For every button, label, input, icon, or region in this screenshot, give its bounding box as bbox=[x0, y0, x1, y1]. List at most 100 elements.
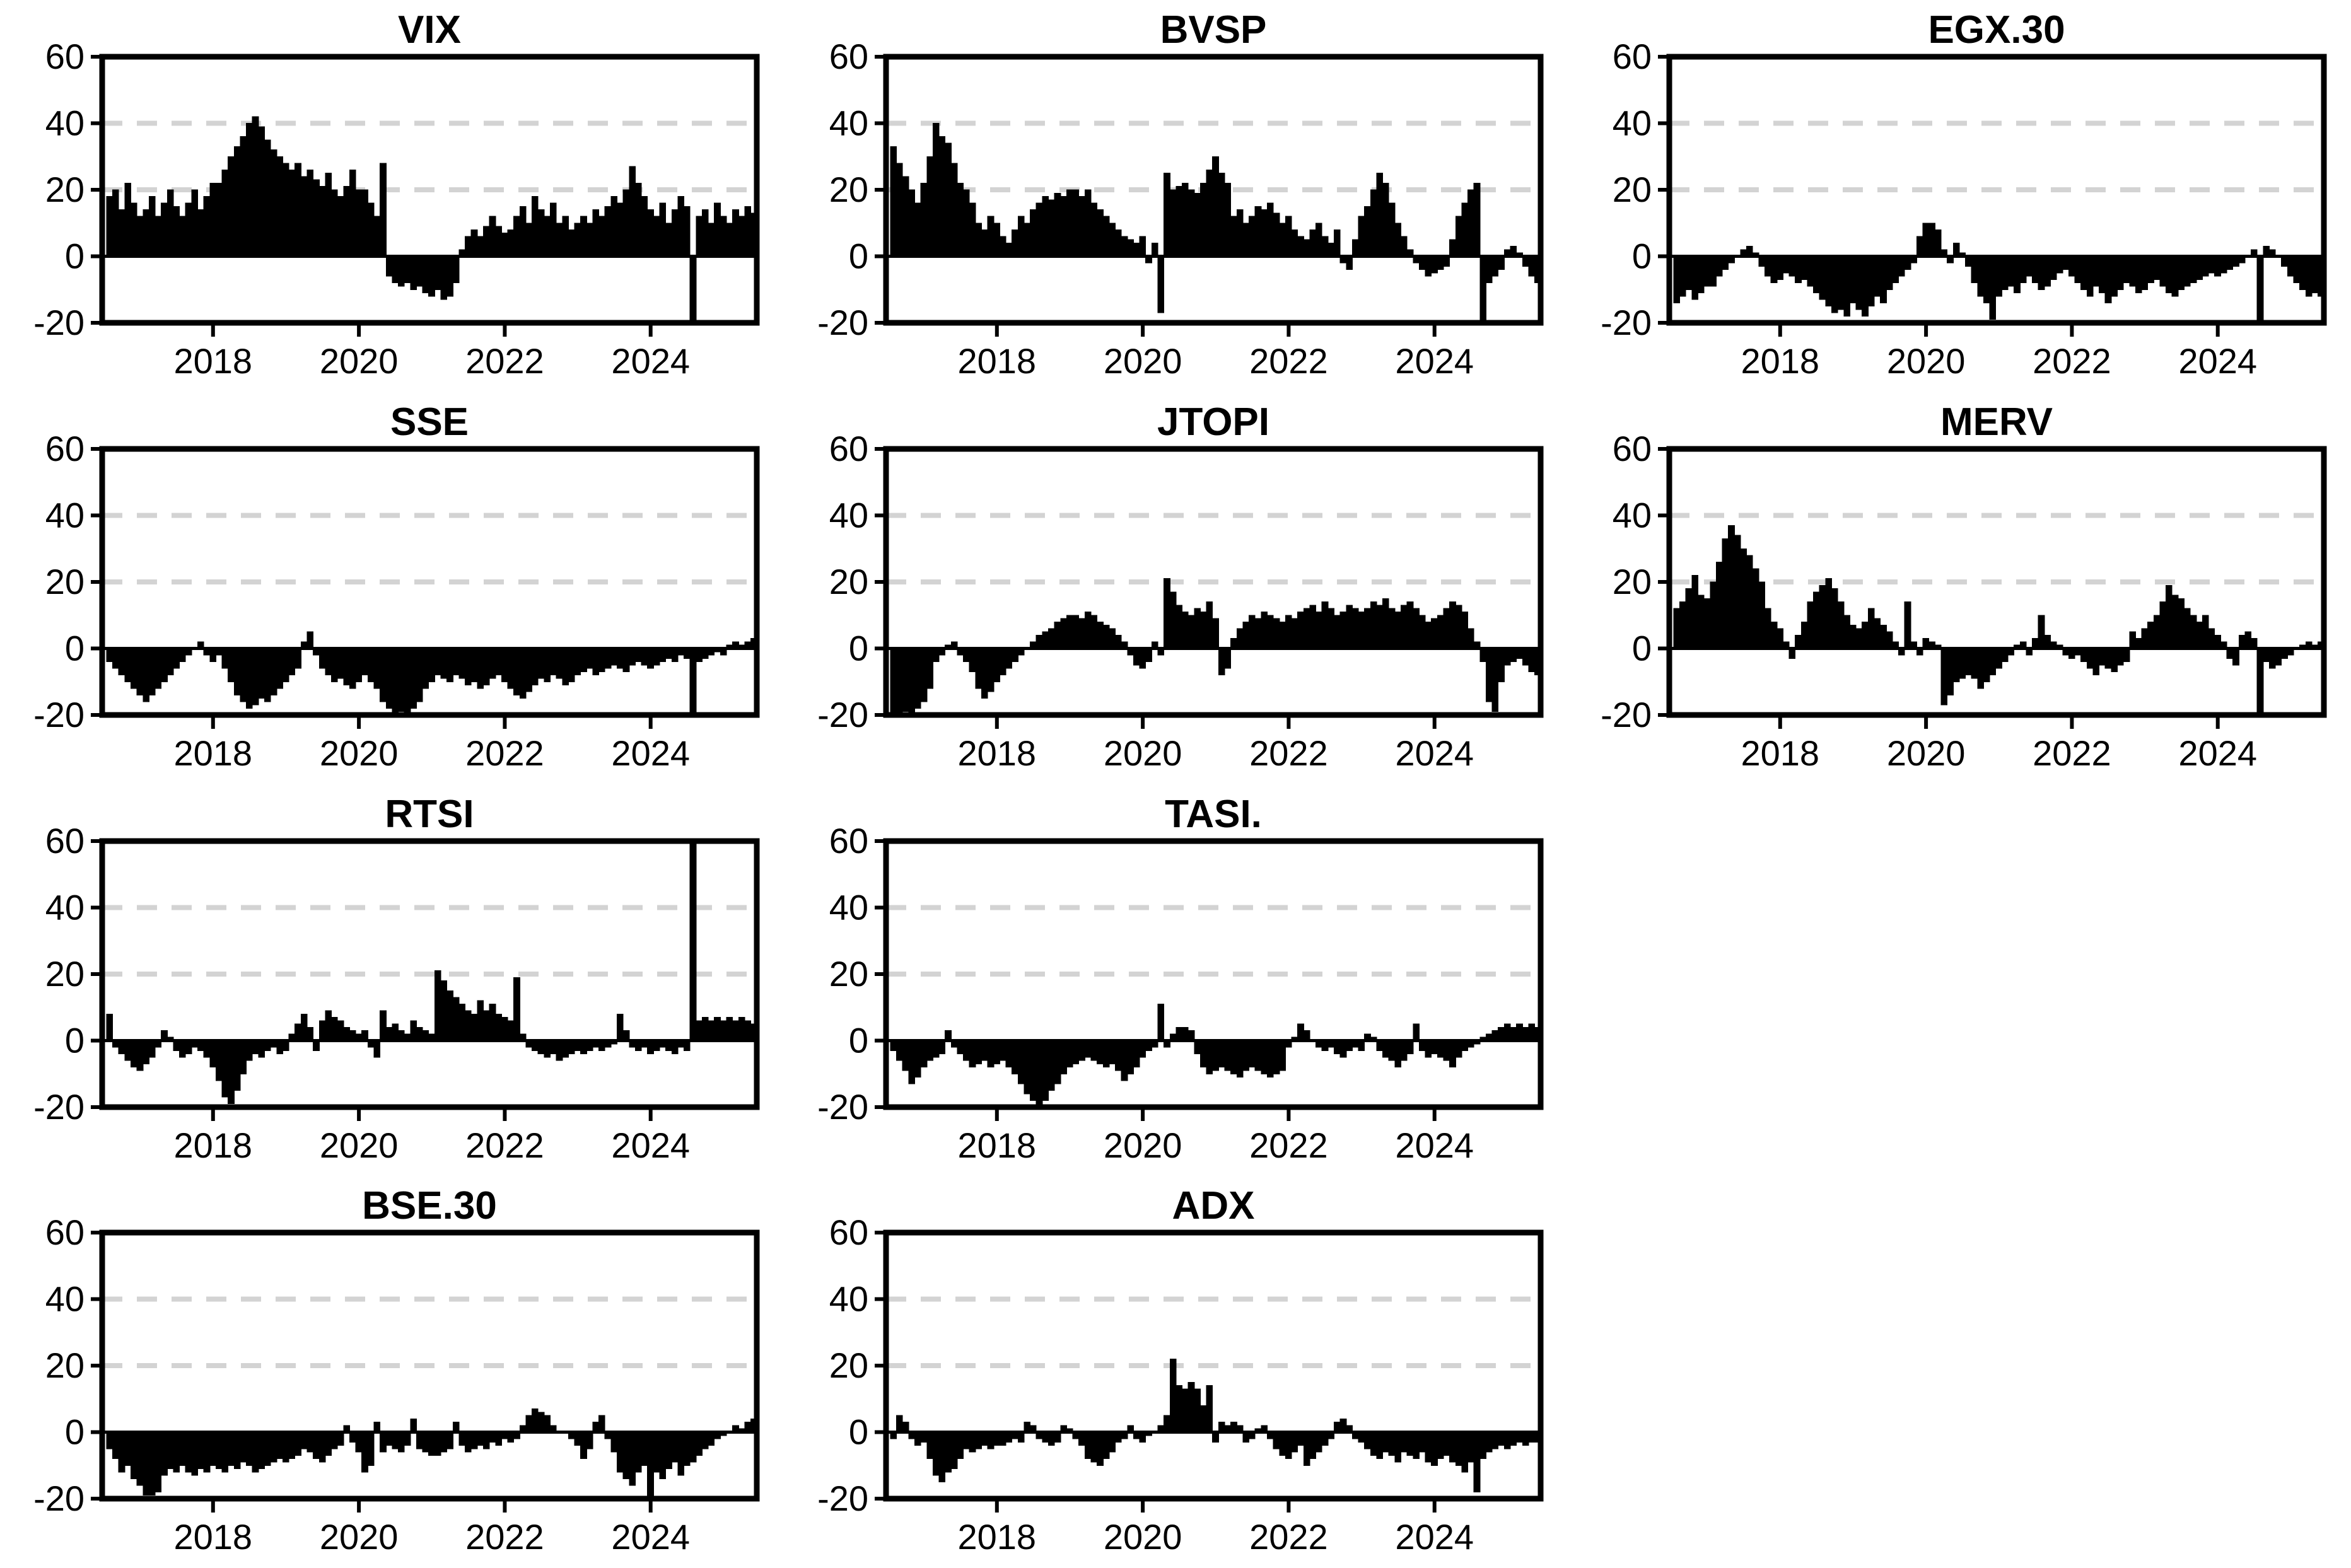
x-axis-label: 2018 bbox=[958, 733, 1037, 773]
y-axis-label: 0 bbox=[65, 629, 85, 668]
y-axis-label: 20 bbox=[45, 1345, 85, 1385]
y-axis-label: 60 bbox=[45, 37, 85, 76]
chart-title: RTSI bbox=[385, 793, 474, 836]
x-axis-label: 2020 bbox=[1104, 341, 1182, 381]
bars bbox=[106, 116, 757, 323]
bars bbox=[1673, 223, 2325, 323]
x-axis-label: 2024 bbox=[611, 1125, 690, 1165]
y-axis-label: 40 bbox=[829, 888, 868, 927]
y-axis-label: -20 bbox=[817, 303, 868, 342]
x-axis-label: 2024 bbox=[2178, 341, 2257, 381]
y-axis-label: 40 bbox=[45, 103, 85, 143]
chart-panel-vix: VIX 60 40 20 0 -20 2018 2020 2022 2024 bbox=[0, 0, 784, 392]
x-axis-label: 2020 bbox=[320, 1517, 399, 1557]
bars bbox=[890, 578, 1541, 716]
bars bbox=[106, 1408, 757, 1499]
y-axis-label: 0 bbox=[65, 1412, 85, 1452]
y-axis-label: -20 bbox=[33, 695, 85, 735]
y-axis-label: 40 bbox=[45, 888, 85, 927]
y-axis-label: 0 bbox=[1632, 236, 1652, 276]
x-axis-label: 2022 bbox=[465, 341, 544, 381]
chart-title: EGX.30 bbox=[1928, 8, 2065, 52]
y-axis-label: 60 bbox=[45, 429, 85, 468]
x-axis-label: 2024 bbox=[611, 733, 690, 773]
x-axis-label: 2020 bbox=[320, 1125, 399, 1165]
plot-area: VIX 60 40 20 0 -20 2018 2020 2022 2024 bbox=[33, 8, 760, 381]
chart-panel-adx: ADX 60 40 20 0 -20 2018 2020 2022 2024 bbox=[784, 1176, 1568, 1568]
plot-border bbox=[99, 838, 760, 1110]
x-axis-label: 2022 bbox=[465, 1125, 544, 1165]
x-axis-label: 2020 bbox=[1887, 341, 1966, 381]
plot-border bbox=[99, 446, 760, 718]
y-axis-label: 0 bbox=[849, 1021, 868, 1060]
x-axis-label: 2022 bbox=[2033, 733, 2111, 773]
x-axis-label: 2022 bbox=[1249, 341, 1328, 381]
x-axis-label: 2020 bbox=[1887, 733, 1966, 773]
plot-border bbox=[1666, 446, 2327, 718]
x-axis-label: 2018 bbox=[174, 1517, 253, 1557]
chart-title: TASI. bbox=[1165, 793, 1262, 836]
y-axis-label: 40 bbox=[45, 1279, 85, 1319]
y-axis-label: 0 bbox=[849, 1412, 868, 1452]
x-axis-label: 2024 bbox=[2178, 733, 2257, 773]
plot-border bbox=[99, 1229, 760, 1502]
plot-area: JTOPI 60 40 20 0 -20 2018 2020 2022 2024 bbox=[817, 400, 1544, 773]
y-axis-label: 40 bbox=[829, 103, 868, 143]
y-axis-label: 20 bbox=[829, 1345, 868, 1385]
chart-panel-rtsi: RTSI 60 40 20 0 -20 2018 2020 2022 2024 bbox=[0, 784, 784, 1176]
x-axis-label: 2018 bbox=[958, 341, 1037, 381]
plot-border bbox=[883, 446, 1544, 718]
y-axis-label: 20 bbox=[45, 562, 85, 601]
chart-panel-merv: MERV 60 40 20 0 -20 2018 2020 2022 2024 bbox=[1567, 392, 2351, 784]
chart-panel-egx-30: EGX.30 60 40 20 0 -20 2018 2020 2022 2024 bbox=[1567, 0, 2351, 392]
chart-panel-jtopi: JTOPI 60 40 20 0 -20 2018 2020 2022 2024 bbox=[784, 392, 1568, 784]
x-axis-label: 2018 bbox=[958, 1517, 1037, 1557]
plot-border bbox=[1666, 54, 2327, 326]
x-axis-label: 2018 bbox=[958, 1125, 1037, 1165]
y-axis-label: -20 bbox=[817, 695, 868, 735]
y-axis-label: 20 bbox=[45, 170, 85, 209]
x-axis-label: 2020 bbox=[1104, 1125, 1182, 1165]
x-axis-label: 2022 bbox=[465, 1517, 544, 1557]
chart-panel-bvsp: BVSP 60 40 20 0 -20 2018 2020 2022 2024 bbox=[784, 0, 1568, 392]
x-axis-label: 2024 bbox=[611, 341, 690, 381]
y-axis-label: 60 bbox=[829, 1212, 868, 1252]
x-axis-label: 2018 bbox=[174, 341, 253, 381]
y-axis-label: 20 bbox=[1613, 562, 1652, 601]
plot-area: MERV 60 40 20 0 -20 2018 2020 2022 2024 bbox=[1601, 400, 2327, 773]
x-axis-label: 2022 bbox=[1249, 733, 1328, 773]
y-axis-label: 60 bbox=[45, 821, 85, 861]
bars bbox=[106, 840, 757, 1105]
plot-area: EGX.30 60 40 20 0 -20 2018 2020 2022 2024 bbox=[1601, 8, 2327, 381]
y-axis-label: -20 bbox=[1601, 695, 1652, 735]
bars bbox=[106, 631, 757, 716]
y-axis-label: 20 bbox=[1613, 170, 1652, 209]
y-axis-label: 0 bbox=[65, 236, 85, 276]
chart-title: VIX bbox=[398, 8, 461, 52]
plot-border bbox=[99, 54, 760, 326]
y-axis-label: 60 bbox=[1613, 429, 1652, 468]
plot-area: ADX 60 40 20 0 -20 2018 2020 2022 2024 bbox=[817, 1184, 1544, 1557]
x-axis-label: 2022 bbox=[465, 733, 544, 773]
x-axis-label: 2022 bbox=[1249, 1517, 1328, 1557]
x-axis-label: 2022 bbox=[1249, 1125, 1328, 1165]
x-axis-label: 2022 bbox=[2033, 341, 2111, 381]
chart-title: BSE.30 bbox=[362, 1184, 497, 1228]
plot-border bbox=[883, 838, 1544, 1110]
y-axis-label: -20 bbox=[33, 1478, 85, 1518]
plot-border bbox=[883, 54, 1544, 326]
chart-title: SSE bbox=[390, 400, 469, 444]
plot-area: TASI. 60 40 20 0 -20 2018 2020 2022 2024 bbox=[817, 793, 1544, 1165]
chart-panel-bse-30: BSE.30 60 40 20 0 -20 2018 2020 2022 2024 bbox=[0, 1176, 784, 1568]
x-axis-label: 2018 bbox=[1741, 733, 1820, 773]
bars bbox=[890, 1358, 1541, 1492]
y-axis-label: 60 bbox=[829, 37, 868, 76]
x-axis-label: 2018 bbox=[174, 733, 253, 773]
y-axis-label: 40 bbox=[45, 496, 85, 535]
plot-area: RTSI 60 40 20 0 -20 2018 2020 2022 2024 bbox=[33, 793, 760, 1165]
y-axis-label: -20 bbox=[33, 1087, 85, 1127]
chart-title: BVSP bbox=[1160, 8, 1267, 52]
y-axis-label: 60 bbox=[1613, 37, 1652, 76]
x-axis-label: 2018 bbox=[174, 1125, 253, 1165]
